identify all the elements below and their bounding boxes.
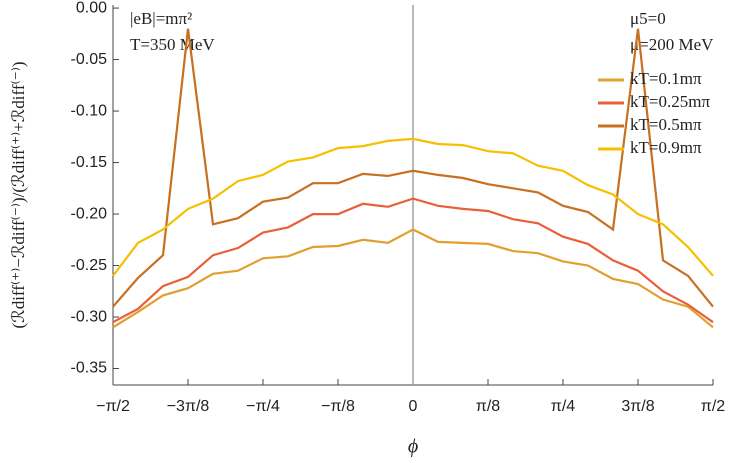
annotation: T=350 MeV (130, 35, 215, 54)
x-tick-label: −π/2 (96, 398, 130, 415)
legend-label: kT=0.5mπ (630, 115, 702, 134)
x-axis-label: ϕ (408, 436, 418, 458)
annotation: |eB|=mπ² (130, 9, 192, 28)
series-line (112, 197, 714, 324)
series-line (112, 28, 714, 308)
x-tick-label: 0 (409, 398, 418, 415)
y-tick-label: -0.20 (71, 205, 108, 222)
x-tick-label: −π/8 (321, 398, 355, 415)
y-tick-label: 0.00 (76, 0, 107, 16)
y-tick-label: -0.25 (71, 257, 108, 274)
x-tick-label: π/8 (476, 398, 500, 415)
y-tick-label: -0.05 (71, 51, 108, 68)
x-tick-label: 3π/8 (621, 398, 654, 415)
annotation: μ5=0 (630, 9, 666, 28)
y-tick-label: -0.35 (71, 360, 108, 377)
legend-label: kT=0.25mπ (630, 92, 710, 111)
y-axis-label: (ℛdiff⁽⁺⁾−ℛdiff⁽⁻⁾)/(ℛdiff⁽⁺⁾+ℛdiff⁽⁻⁾) (9, 61, 28, 328)
x-tick-label: −π/4 (246, 398, 280, 415)
series-line (112, 137, 714, 277)
legend-label: kT=0.9mπ (630, 138, 702, 157)
x-tick-label: π/4 (551, 398, 575, 415)
y-tick-label: -0.15 (71, 154, 108, 171)
x-tick-label: π/2 (701, 398, 725, 415)
legend-label: kT=0.1mπ (630, 69, 702, 88)
x-tick-label: −3π/8 (167, 398, 210, 415)
series-line (112, 228, 714, 329)
annotation: μ=200 MeV (630, 35, 714, 54)
y-tick-label: -0.10 (71, 102, 108, 119)
y-tick-label: -0.30 (71, 308, 108, 325)
